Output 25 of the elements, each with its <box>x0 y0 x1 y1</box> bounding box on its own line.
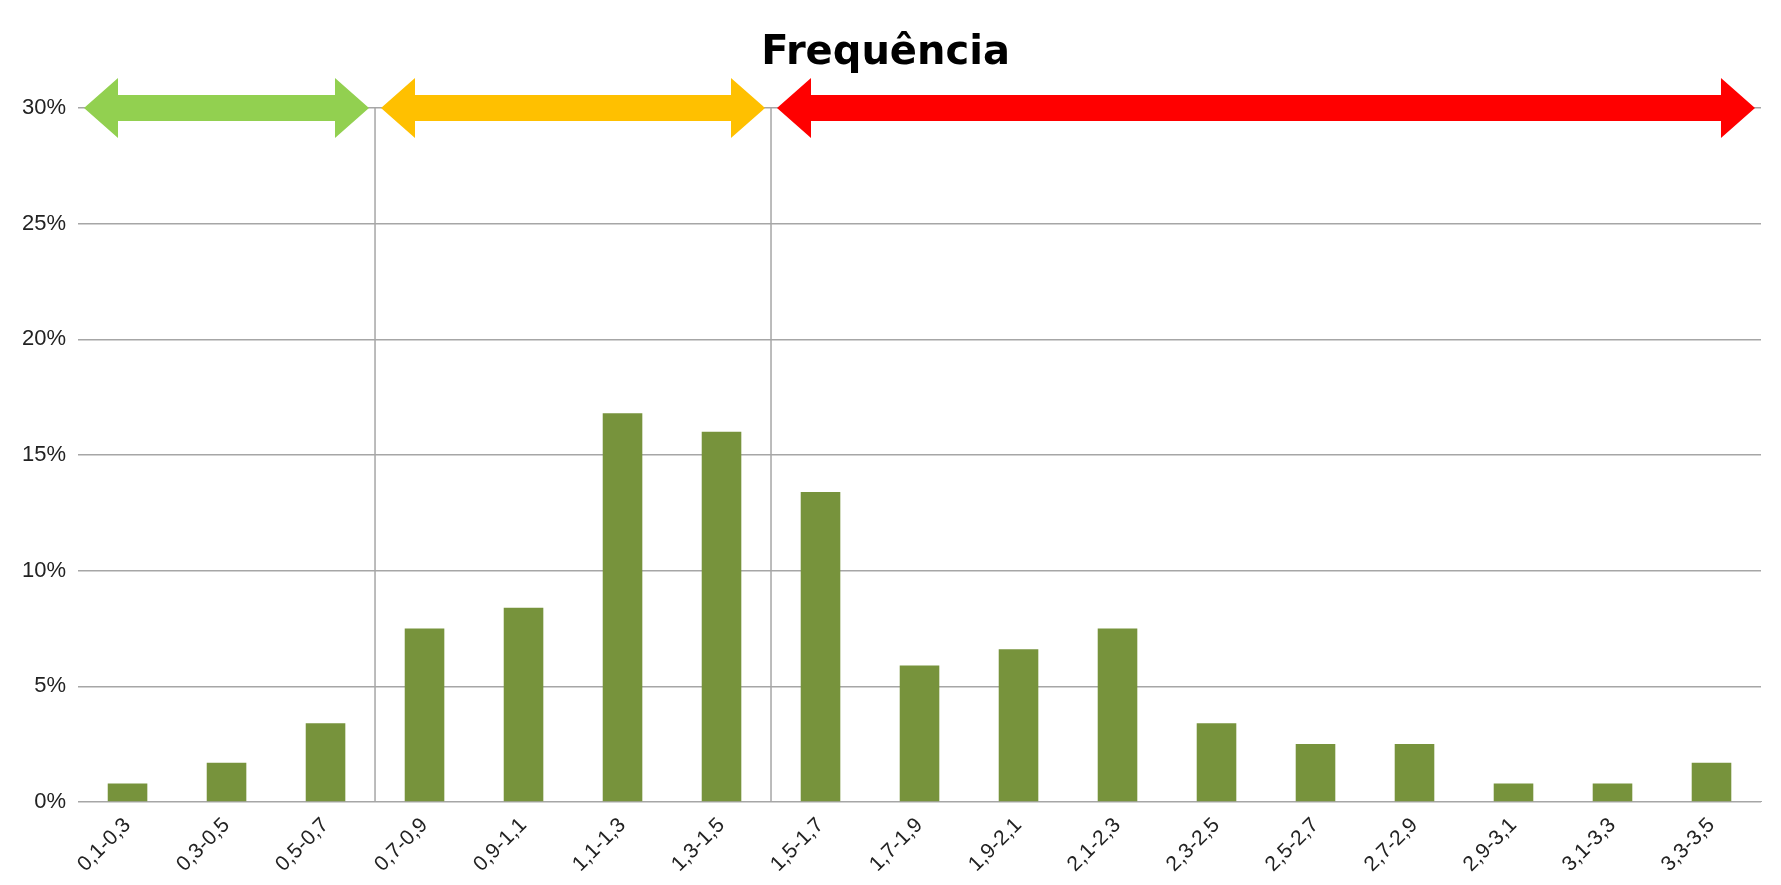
y-tick-label: 15% <box>21 441 67 467</box>
y-tick-label: 20% <box>21 325 67 351</box>
bar <box>1493 783 1534 802</box>
bar <box>1592 783 1633 802</box>
bar <box>1295 744 1336 802</box>
y-tick-label: 10% <box>21 556 67 582</box>
bar <box>998 649 1039 802</box>
y-tick-label: 5% <box>34 672 67 698</box>
bar <box>1394 744 1435 802</box>
bar <box>602 413 643 802</box>
bar <box>1691 762 1732 802</box>
y-tick-label: 30% <box>21 94 67 120</box>
y-tick-label: 25% <box>21 209 67 235</box>
bar <box>800 491 841 802</box>
chart-title: Frequência <box>761 27 1010 74</box>
bar <box>1097 628 1138 802</box>
bar <box>1196 723 1237 802</box>
bar <box>503 607 544 802</box>
y-tick-label: 0% <box>34 788 67 814</box>
bar <box>899 665 940 802</box>
bar <box>701 431 742 802</box>
bar <box>404 628 445 802</box>
bar <box>305 723 346 802</box>
bar <box>206 762 247 802</box>
bar <box>107 783 148 802</box>
